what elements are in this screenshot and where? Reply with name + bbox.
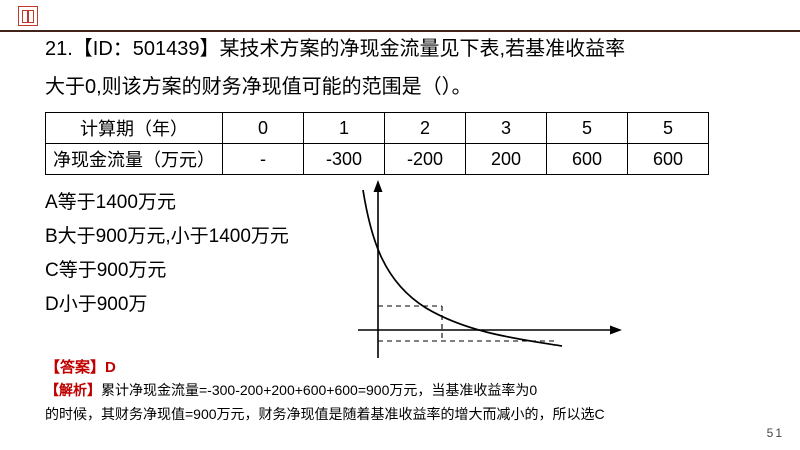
table-cell: 600 — [627, 143, 709, 175]
analysis-text2: 的时候，其财务净现值=900万元，财务净现值是随着基准收益率的增大而减小的，所以… — [45, 406, 605, 422]
question-text-line1: 21.【ID：501439】某技术方案的净现金流量见下表,若基准收益率 — [45, 38, 626, 60]
table-cell: 5 — [627, 112, 709, 144]
x-axis-arrow-icon — [610, 325, 622, 335]
analysis-line1: 【解析】累计净现金流量=-300-200+200+600+600=900万元，当… — [45, 380, 537, 400]
option-a: A等于1400万元 — [45, 192, 176, 213]
table-cell: 2 — [384, 112, 466, 144]
analysis-label: 【解析】 — [45, 382, 101, 398]
answer-line: 【答案】D — [45, 356, 116, 377]
table-cell: 600 — [546, 143, 628, 175]
table-row-cashflow: 净现金流量（万元） - -300 -200 200 600 600 — [45, 143, 709, 175]
table-cell: 5 — [546, 112, 628, 144]
npv-curve — [362, 189, 563, 347]
npv-curve-graph — [350, 178, 630, 370]
analysis-line2: 的时候，其财务净现值=900万元，财务净现值是随着基准收益率的增大而减小的，所以… — [45, 404, 605, 424]
table-cell: - — [222, 143, 304, 175]
option-d: D小于900万 — [45, 294, 148, 315]
table-row-period: 计算期（年） 0 1 2 3 5 5 — [45, 112, 709, 144]
analysis-text1: 累计净现金流量=-300-200+200+600+600=900万元，当基准收益… — [101, 382, 538, 398]
y-axis-arrow-icon — [373, 180, 383, 192]
option-b: B大于900万元,小于1400万元 — [45, 226, 289, 247]
option-c: C等于900万元 — [45, 260, 167, 281]
table-cell: 1 — [303, 112, 385, 144]
brand-seal-logo — [18, 6, 38, 26]
table-cell: 0 — [222, 112, 304, 144]
answer-label: 【答案】 — [45, 359, 106, 376]
table-cell: -200 — [384, 143, 466, 175]
table-row-header: 净现金流量（万元） — [45, 143, 223, 175]
table-cell: -300 — [303, 143, 385, 175]
table-cell: 3 — [465, 112, 547, 144]
answer-value: D — [105, 359, 116, 376]
table-cell: 200 — [465, 143, 547, 175]
top-divider-rule — [0, 30, 800, 32]
table-row-header: 计算期（年） — [45, 112, 223, 144]
page-number: 51 — [766, 426, 784, 440]
answer-options: A等于1400万元 B大于900万元,小于1400万元 C等于900万元 D小于… — [45, 186, 289, 322]
npv-curve-svg — [358, 180, 622, 358]
cashflow-table: 计算期（年） 0 1 2 3 5 5 净现金流量（万元） - -300 -200… — [45, 112, 709, 175]
question-text-line2: 大于0,则该方案的财务净现值可能的范围是（）。 — [45, 76, 472, 98]
